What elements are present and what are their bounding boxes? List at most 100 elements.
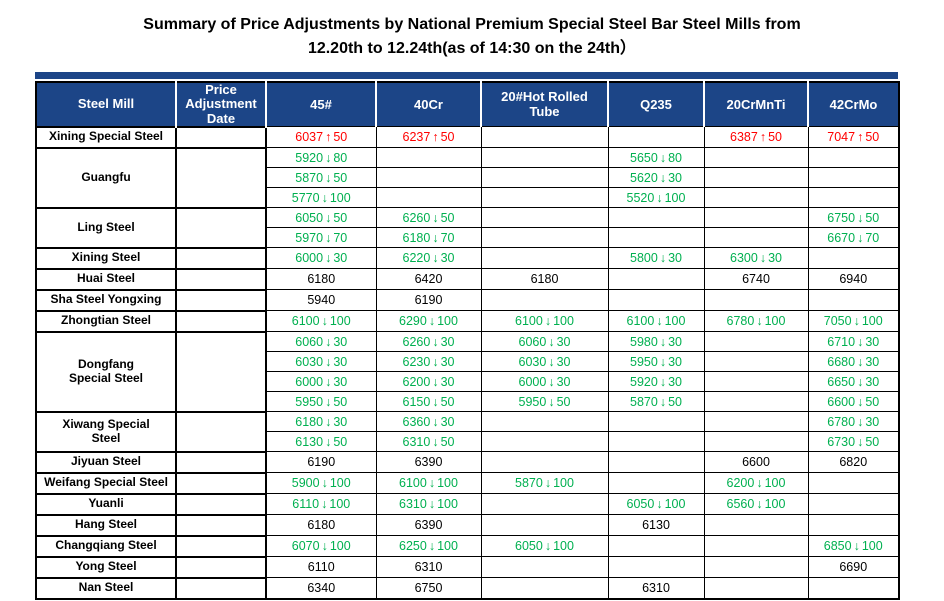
price-adjustment-date-cell[interactable] [175,267,267,291]
price-cell[interactable] [807,577,900,600]
price-cell[interactable] [480,167,609,189]
price-cell[interactable]: 5950 ↓ 50 [265,391,377,413]
price-adjustment-date-cell[interactable] [175,330,267,413]
price-cell[interactable]: 6300 ↓ 30 [703,247,809,270]
price-cell[interactable]: 6310 ↓ 100 [375,493,482,516]
price-cell[interactable] [480,207,609,229]
price-cell[interactable]: 6030 ↓ 30 [480,351,609,373]
price-cell[interactable]: 6290 ↓ 100 [375,310,482,333]
price-cell[interactable] [703,431,809,453]
mill-name-cell-xining-special-steel[interactable]: Xining Special Steel [35,125,177,149]
mill-name-cell-guangfu[interactable]: Guangfu [35,146,177,209]
price-cell[interactable] [607,289,705,312]
price-cell[interactable] [607,535,705,558]
price-cell[interactable]: 6260 ↓ 30 [375,331,482,353]
price-cell[interactable] [607,472,705,495]
price-cell[interactable]: 5870 ↓ 50 [607,391,705,413]
price-cell[interactable]: 6600 ↓ 50 [807,391,900,413]
price-cell[interactable]: 6037 ↑ 50 [265,126,377,149]
price-cell[interactable]: 6060 ↓ 30 [265,331,377,353]
mill-name-cell-changqiang-steel[interactable]: Changqiang Steel [35,534,177,558]
price-cell[interactable]: 6390 [375,451,482,474]
price-cell[interactable]: 6060 ↓ 30 [480,331,609,353]
price-cell[interactable]: 6310 [607,577,705,600]
price-adjustment-date-cell[interactable] [175,288,267,312]
price-adjustment-date-cell[interactable] [175,125,267,149]
price-cell[interactable]: 7047 ↑ 50 [807,126,900,149]
price-cell[interactable] [807,167,900,189]
mill-name-cell-xiwang-special-steel[interactable]: Xiwang Special Steel [35,410,177,453]
price-cell[interactable] [375,187,482,209]
mill-name-cell-zhongtian-steel[interactable]: Zhongtian Steel [35,309,177,333]
price-cell[interactable]: 6780 ↓ 100 [703,310,809,333]
price-cell[interactable] [480,431,609,453]
price-cell[interactable] [480,451,609,474]
price-cell[interactable]: 5980 ↓ 30 [607,331,705,353]
price-cell[interactable]: 6100 ↓ 100 [375,472,482,495]
price-cell[interactable]: 6680 ↓ 30 [807,351,900,373]
price-cell[interactable]: 6180 [265,268,377,291]
price-cell[interactable] [807,247,900,270]
column-header-20crmnti[interactable]: 20CrMnTi [704,82,809,127]
price-cell[interactable]: 6250 ↓ 100 [375,535,482,558]
price-cell[interactable]: 5800 ↓ 30 [607,247,705,270]
mill-name-cell-huai-steel[interactable]: Huai Steel [35,267,177,291]
mill-name-cell-yuanli[interactable]: Yuanli [35,492,177,516]
column-header-45[interactable]: 45# [266,82,377,127]
price-cell[interactable]: 6230 ↓ 30 [375,351,482,373]
price-cell[interactable] [807,493,900,516]
price-cell[interactable]: 6220 ↓ 30 [375,247,482,270]
price-cell[interactable] [807,289,900,312]
column-header-42crmo[interactable]: 42CrMo [808,82,899,127]
mill-name-cell-sha-steel-yongxing[interactable]: Sha Steel Yongxing [35,288,177,312]
price-cell[interactable]: 5970 ↓ 70 [265,227,377,249]
price-cell[interactable] [703,289,809,312]
mill-name-cell-nan-steel[interactable]: Nan Steel [35,576,177,600]
price-cell[interactable]: 6780 ↓ 30 [807,411,900,433]
price-cell[interactable] [480,227,609,249]
price-cell[interactable] [607,451,705,474]
price-cell[interactable]: 6310 [375,556,482,579]
price-cell[interactable]: 6340 [265,577,377,600]
price-cell[interactable] [480,247,609,270]
price-cell[interactable]: 6050 ↓ 100 [607,493,705,516]
price-cell[interactable] [607,411,705,433]
price-cell[interactable]: 6237 ↑ 50 [375,126,482,149]
price-adjustment-date-cell[interactable] [175,246,267,270]
price-cell[interactable]: 6820 [807,451,900,474]
price-cell[interactable]: 5920 ↓ 80 [265,147,377,169]
price-cell[interactable] [480,147,609,169]
price-cell[interactable]: 6390 [375,514,482,537]
price-cell[interactable]: 6050 ↓ 100 [480,535,609,558]
price-cell[interactable] [703,227,809,249]
price-adjustment-date-cell[interactable] [175,471,267,495]
price-cell[interactable]: 6000 ↓ 30 [265,247,377,270]
price-cell[interactable]: 6670 ↓ 70 [807,227,900,249]
price-cell[interactable]: 5520 ↓ 100 [607,187,705,209]
price-cell[interactable]: 6100 ↓ 100 [265,310,377,333]
price-adjustment-date-cell[interactable] [175,513,267,537]
price-cell[interactable]: 6200 ↓ 100 [703,472,809,495]
price-cell[interactable] [703,207,809,229]
mill-name-cell-xining-steel[interactable]: Xining Steel [35,246,177,270]
price-cell[interactable] [480,577,609,600]
mill-name-cell-jiyuan-steel[interactable]: Jiyuan Steel [35,450,177,474]
price-cell[interactable]: 6190 [375,289,482,312]
price-cell[interactable]: 6690 [807,556,900,579]
price-cell[interactable] [703,514,809,537]
price-cell[interactable]: 6310 ↓ 50 [375,431,482,453]
price-cell[interactable]: 6190 [265,451,377,474]
price-cell[interactable]: 6130 ↓ 50 [265,431,377,453]
column-header-q235[interactable]: Q235 [608,82,705,127]
price-cell[interactable]: 6000 ↓ 30 [480,371,609,393]
price-cell[interactable]: 5920 ↓ 30 [607,371,705,393]
price-cell[interactable] [703,147,809,169]
price-cell[interactable]: 6180 [265,514,377,537]
price-cell[interactable] [607,268,705,291]
price-cell[interactable] [807,187,900,209]
price-cell[interactable] [703,391,809,413]
mill-name-cell-weifang-special-steel[interactable]: Weifang Special Steel [35,471,177,495]
price-cell[interactable]: 6180 ↓ 70 [375,227,482,249]
price-adjustment-date-cell[interactable] [175,450,267,474]
column-header-price-adjustment-date[interactable]: Price Adjustment Date [176,82,267,127]
